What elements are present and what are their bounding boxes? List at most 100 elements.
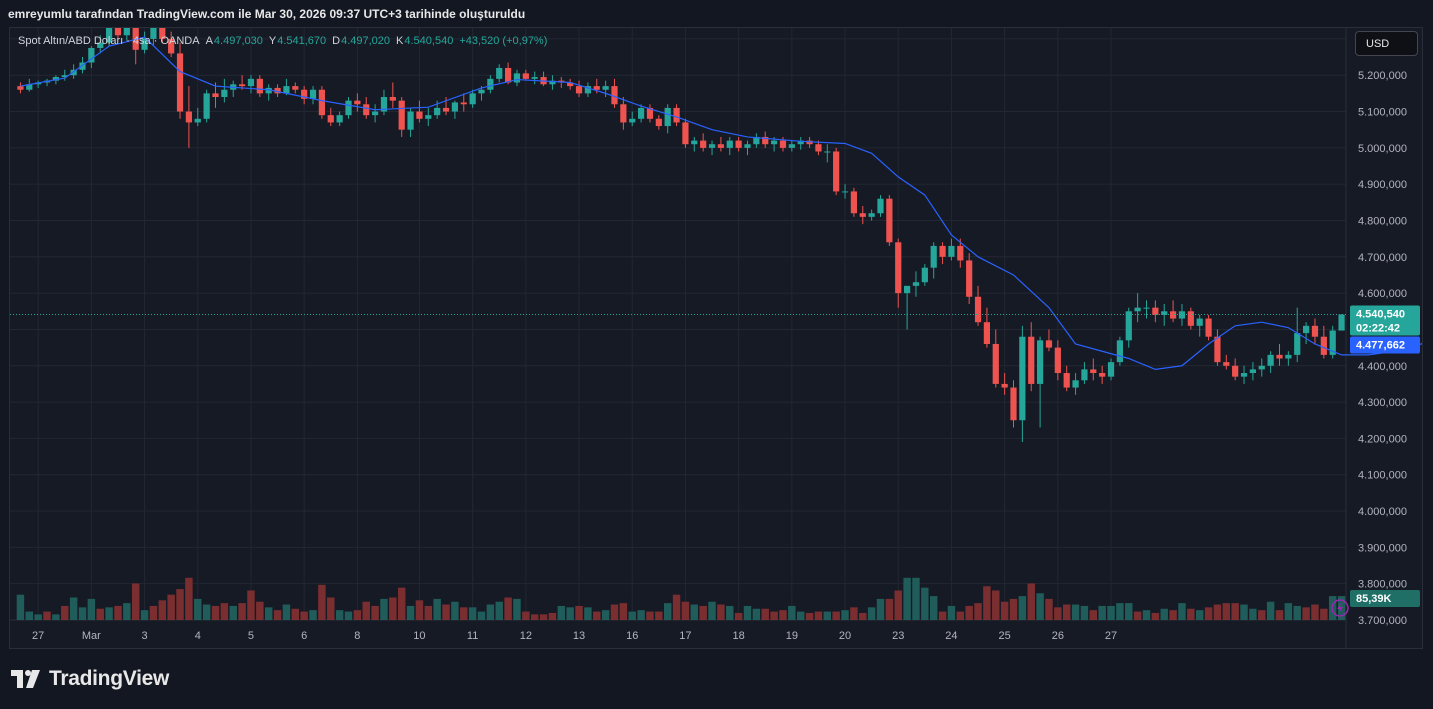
candle-body <box>1001 383 1008 388</box>
candle-body <box>398 100 405 130</box>
candle-body <box>1125 311 1132 341</box>
last-price-tag-text: 4.540,540 <box>1356 309 1405 321</box>
volume-bar <box>938 611 947 620</box>
chart-frame[interactable]: 5.300,0005.200,0005.100,0005.000,0004.90… <box>9 27 1423 649</box>
candle-body <box>957 245 964 261</box>
candle-body <box>868 213 875 217</box>
y-tick-label: 3.900,000 <box>1358 542 1407 554</box>
candle-body <box>664 107 671 127</box>
candle-body <box>1329 330 1336 355</box>
y-tick-label: 4.800,000 <box>1358 215 1407 227</box>
volume-bar <box>522 611 530 620</box>
volume-bar <box>1302 607 1310 620</box>
volume-bar <box>1000 601 1009 620</box>
volume-bar <box>655 611 663 620</box>
candle-body <box>779 140 787 148</box>
tradingview-logo-icon <box>11 670 40 688</box>
candle-body <box>1036 340 1044 384</box>
candle-body <box>1169 311 1177 319</box>
volume-bar <box>1054 607 1062 620</box>
x-tick-label: 25 <box>999 630 1011 642</box>
candle-body <box>301 89 308 99</box>
high-label: Y <box>268 35 277 47</box>
candle-body <box>886 198 893 243</box>
volume-bar <box>1222 603 1231 620</box>
candle-body <box>788 144 795 148</box>
volume-bar <box>530 614 539 620</box>
tradingview-logo[interactable]: TradingView <box>11 667 169 691</box>
low-value: 4.497,020 <box>341 35 391 47</box>
volume-bar <box>743 605 752 620</box>
volume-bar <box>52 614 60 620</box>
chart-canvas[interactable]: 5.300,0005.200,0005.100,0005.000,0004.90… <box>10 28 1422 648</box>
volume-bar <box>1169 610 1177 620</box>
volume-bar <box>1284 603 1293 620</box>
candle-body <box>1107 362 1115 377</box>
candle-body <box>815 144 822 152</box>
candle-body <box>717 144 725 148</box>
volume-bar <box>238 603 246 620</box>
candle-body <box>602 86 609 90</box>
volume-bar <box>69 597 78 620</box>
volume-bar <box>708 601 716 620</box>
y-tick-label: 4.700,000 <box>1358 252 1407 264</box>
volume-bar <box>504 597 512 620</box>
candle-body <box>567 82 574 87</box>
volume-bar <box>1160 608 1168 620</box>
currency-button[interactable]: USD <box>1355 31 1418 56</box>
candle-body <box>700 140 707 148</box>
volume-bar <box>442 604 450 620</box>
candle-body <box>1214 336 1221 363</box>
candle-body <box>744 144 751 148</box>
volume-bar <box>389 597 397 620</box>
candle-body <box>123 28 130 36</box>
volume-bar <box>34 614 42 620</box>
volume-bar <box>805 612 814 620</box>
volume-bar <box>1080 605 1089 620</box>
volume-bar <box>690 604 699 620</box>
volume-bar <box>380 598 388 620</box>
candle-body <box>1099 373 1106 377</box>
candle-body <box>903 285 911 294</box>
volume-bar <box>291 608 300 620</box>
candle-body <box>708 144 716 148</box>
volume-bar <box>1266 601 1275 620</box>
ma-value-tag-text: 4.477,662 <box>1356 339 1405 351</box>
candle-body <box>425 115 432 119</box>
candle-body <box>26 84 33 90</box>
volume-bar <box>1213 604 1222 620</box>
candle-body <box>70 69 77 76</box>
volume-bar <box>167 594 175 620</box>
candle-body <box>939 245 946 257</box>
volume-bar <box>663 603 672 620</box>
volume-bar <box>1045 598 1053 620</box>
volume-bar <box>1107 605 1115 620</box>
volume-bar <box>25 611 34 620</box>
open-value: 4.497,030 <box>213 35 263 47</box>
volume-bar <box>397 587 406 620</box>
ohlc-legend: Spot Altın/ABD Doları · 4sa · OANDA A 4.4… <box>18 35 547 47</box>
symbol-name[interactable]: Spot Altın/ABD Doları · 4sa · OANDA <box>18 35 200 47</box>
candle-body <box>1285 354 1292 359</box>
volume-bar <box>202 604 211 620</box>
candle-body <box>150 28 157 39</box>
volume-bar <box>974 603 982 620</box>
moving-average-line <box>20 36 1422 371</box>
volume-bar <box>16 594 25 620</box>
volume-bar <box>1187 608 1195 620</box>
candle-body <box>930 245 937 268</box>
volume-bar <box>256 601 264 620</box>
x-tick-label: 27 <box>32 630 44 642</box>
candle-body <box>1294 333 1301 355</box>
candle-body <box>451 102 459 112</box>
volume-bar <box>1089 610 1098 620</box>
volume-bar <box>1009 598 1018 620</box>
candle-body <box>168 38 175 54</box>
candle-body <box>1010 387 1017 421</box>
volume-bar <box>211 605 220 620</box>
volume-bar <box>61 605 69 620</box>
volume-bar <box>876 598 885 620</box>
candle-body <box>513 73 521 83</box>
volume-bar <box>557 605 566 620</box>
y-tick-label: 4.100,000 <box>1358 470 1407 482</box>
